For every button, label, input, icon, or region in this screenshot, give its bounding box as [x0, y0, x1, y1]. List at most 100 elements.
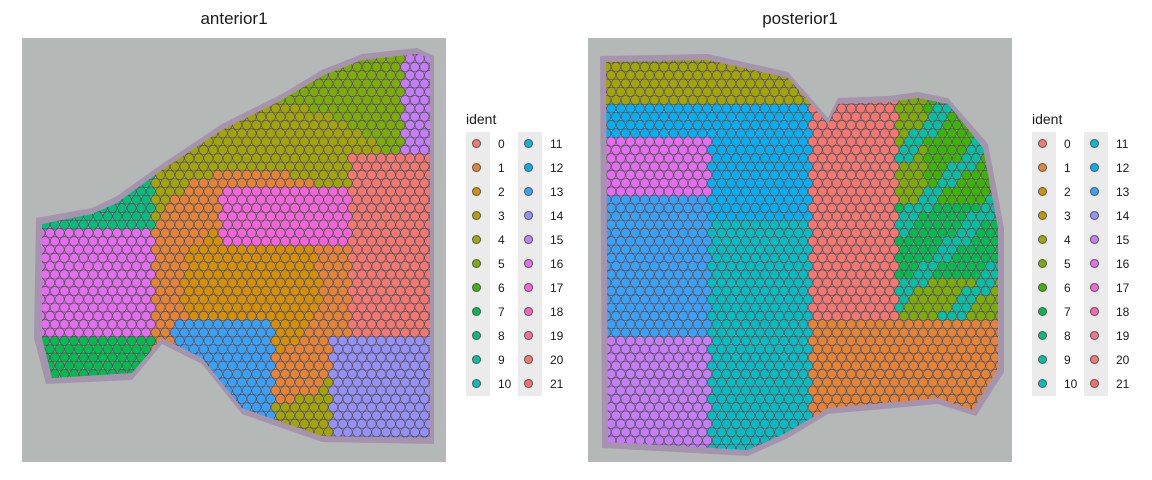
tissue-spot — [289, 186, 300, 197]
tissue-spot — [59, 252, 70, 263]
tissue-spot — [333, 277, 343, 288]
tissue-spot — [990, 269, 998, 280]
tissue-spot — [923, 219, 933, 230]
tissue-spot — [285, 377, 295, 388]
tissue-spot — [995, 327, 998, 338]
tissue-spot — [971, 286, 981, 296]
tissue-spot — [390, 344, 401, 354]
legend-key — [1090, 379, 1099, 388]
tissue-spot — [275, 410, 286, 421]
tissue-spot — [289, 203, 300, 213]
tissue-spot — [395, 402, 406, 413]
tissue-spot — [232, 169, 243, 180]
tissue-spot — [764, 145, 775, 155]
tissue-spot — [894, 369, 905, 379]
tissue-spot — [750, 236, 761, 247]
tissue-spot — [285, 244, 295, 255]
tissue-spot — [745, 211, 756, 222]
tissue-spot — [716, 194, 727, 205]
tissue-spot — [793, 161, 804, 172]
tissue-spot — [414, 236, 425, 247]
tissue-spot — [908, 161, 919, 172]
tissue-spot — [347, 385, 358, 396]
tissue-spot — [707, 294, 717, 305]
tissue-spot — [203, 169, 214, 180]
tissue-spot — [222, 369, 233, 379]
tissue-spot — [193, 302, 204, 313]
tissue-spot — [745, 377, 756, 388]
tissue-spot — [366, 319, 377, 330]
tissue-spot — [155, 319, 166, 330]
legend-key — [524, 163, 533, 172]
tissue-spot — [280, 236, 291, 247]
tissue-spot — [174, 219, 185, 230]
tissue-spot — [222, 335, 233, 346]
tissue-spot — [630, 377, 641, 388]
tissue-spot — [424, 186, 430, 197]
tissue-spot — [371, 344, 382, 354]
tissue-spot — [385, 153, 396, 164]
tissue-spot — [663, 219, 674, 230]
tissue-spot — [270, 186, 281, 197]
tissue-spot — [649, 244, 660, 255]
tissue-spot — [361, 344, 372, 354]
tissue-spot — [347, 103, 358, 114]
tissue-spot — [615, 203, 626, 213]
tissue-spot — [683, 385, 693, 396]
tissue-spot — [836, 203, 847, 213]
tissue-spot — [807, 252, 818, 263]
tissue-spot — [803, 128, 813, 139]
tissue-spot — [697, 327, 708, 338]
tissue-spot — [381, 128, 391, 139]
tissue-spot — [270, 335, 281, 346]
tissue-spot — [400, 393, 411, 404]
tissue-spot — [275, 327, 286, 338]
tissue-spot — [285, 344, 295, 354]
tissue-spot — [289, 219, 300, 230]
tissue-spot — [942, 219, 953, 230]
tissue-spot — [285, 310, 295, 321]
tissue-spot — [827, 302, 837, 313]
tissue-spot — [894, 219, 905, 230]
tissue-spot — [352, 310, 363, 321]
legend-item: 11 — [1084, 132, 1128, 156]
tissue-spot — [779, 169, 789, 180]
tissue-spot — [361, 95, 372, 105]
tissue-spot — [908, 310, 919, 321]
tissue-spot — [227, 377, 238, 388]
tissue-spot — [347, 418, 358, 429]
legend-column: 0 1 2 3 4 5 6 7 8 9 10 — [1032, 132, 1077, 396]
tissue-spot — [721, 352, 732, 363]
tissue-spot — [160, 261, 171, 271]
tissue-spot — [289, 153, 300, 164]
tissue-spot — [318, 418, 329, 429]
tissue-spot — [414, 385, 425, 396]
tissue-spot — [841, 360, 852, 371]
tissue-spot — [126, 236, 137, 247]
tissue-spot — [112, 294, 123, 305]
tissue-spot — [337, 70, 348, 81]
tissue-spot — [841, 327, 852, 338]
tissue-spot — [812, 128, 823, 139]
tissue-spot — [285, 294, 295, 305]
tissue-spot — [755, 111, 765, 122]
tissue-spot — [971, 236, 981, 247]
tissue-spot — [913, 120, 924, 130]
tissue-spot — [424, 302, 430, 313]
legend-item: 16 — [1084, 252, 1129, 276]
tissue-spot — [735, 227, 746, 238]
tissue-spot — [45, 310, 55, 321]
tissue-spot — [899, 244, 909, 255]
tissue-spot — [64, 261, 75, 271]
tissue-spot — [894, 236, 905, 247]
tissue-spot — [606, 70, 607, 81]
tissue-spot — [280, 203, 291, 213]
tissue-spot — [73, 294, 84, 305]
tissue-spot — [117, 203, 127, 213]
tissue-spot — [644, 169, 655, 180]
tissue-spot — [745, 393, 756, 404]
tissue-spot — [357, 86, 367, 97]
tissue-spot — [620, 393, 631, 404]
tissue-spot — [788, 203, 799, 213]
tissue-spot — [731, 435, 741, 446]
